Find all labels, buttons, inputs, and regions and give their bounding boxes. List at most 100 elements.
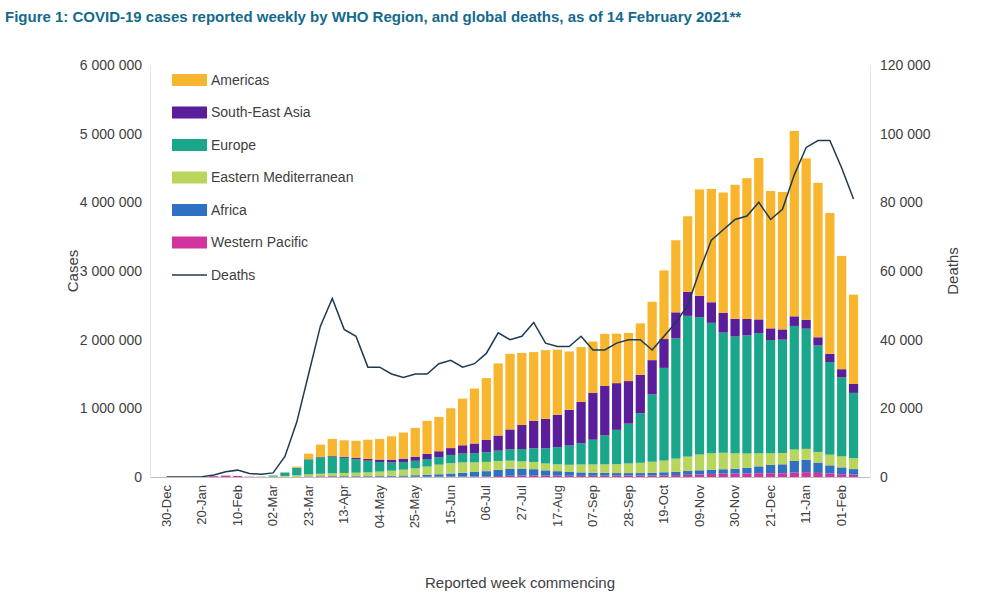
bar [730, 319, 739, 337]
bar [351, 458, 360, 459]
bar [624, 475, 633, 477]
bar [600, 464, 609, 473]
bar [576, 472, 585, 475]
bar [316, 445, 325, 457]
bar [541, 419, 550, 449]
bar [588, 473, 597, 476]
axis-line [151, 477, 871, 478]
bar [730, 185, 739, 319]
x-tick: 10-Feb [230, 485, 245, 526]
bar [588, 476, 597, 477]
bar [742, 319, 751, 335]
legend-label: Americas [211, 72, 269, 88]
bar [351, 441, 360, 458]
x-tick: 07-Sep [585, 485, 600, 527]
y-axis-tick: 5 000 000 [80, 126, 150, 142]
bar [375, 439, 384, 460]
bar [434, 417, 443, 451]
bar [363, 461, 372, 473]
bar [553, 350, 562, 415]
y2-axis-tick: 60 000 [870, 263, 923, 279]
bar [387, 436, 396, 459]
bar [837, 467, 846, 474]
legend-label: Deaths [211, 267, 255, 283]
bar [730, 469, 739, 474]
bar [565, 465, 574, 472]
chart-svg: Figure 1: COVID-19 cases reported weekly… [0, 0, 1000, 605]
bar [399, 470, 408, 476]
bar [328, 457, 337, 473]
bar [233, 475, 242, 476]
bar [719, 193, 728, 313]
bar [671, 338, 680, 458]
bar [505, 429, 514, 449]
bar [292, 475, 301, 476]
x-tick-label: 02-Mar [265, 484, 280, 526]
bar [411, 468, 420, 475]
bar [849, 469, 858, 474]
bar [411, 475, 420, 477]
bar [363, 472, 372, 476]
bar [648, 360, 657, 394]
bar [766, 465, 775, 473]
bar [671, 472, 680, 475]
x-tick-label: 23-Mar [301, 484, 316, 526]
y2-axis-tick: 100 000 [870, 126, 931, 142]
bar [422, 454, 431, 459]
bar [422, 459, 431, 467]
y2-axis-tick-label: 60 000 [880, 263, 923, 279]
bar [837, 369, 846, 377]
bar [280, 476, 289, 477]
bar [813, 463, 822, 473]
x-tick-label: 11-Jan [798, 485, 813, 524]
bar [482, 452, 491, 462]
bar [659, 475, 668, 477]
x-tick-label: 19-Oct [656, 485, 671, 524]
bar [399, 459, 408, 462]
bar [434, 474, 443, 476]
x-tick-label: 01-Feb [834, 485, 849, 526]
bar [695, 317, 704, 454]
bar [648, 475, 657, 477]
bar [257, 476, 266, 477]
bar [245, 476, 254, 477]
bar [802, 158, 811, 319]
x-tick: 13-Apr [336, 484, 351, 524]
bar [434, 451, 443, 457]
y-axis-title: Cases [64, 250, 81, 293]
bar [446, 473, 455, 476]
bar [754, 466, 763, 473]
legend-swatch [172, 107, 207, 119]
bar [458, 399, 467, 446]
bar [612, 473, 621, 475]
bar [553, 447, 562, 464]
x-tick: 27-Jul [514, 485, 529, 521]
bar [434, 465, 443, 475]
bar [233, 475, 242, 476]
bar [304, 474, 313, 476]
axis-line [150, 66, 151, 478]
legend-item: Deaths [172, 267, 255, 283]
bar [541, 463, 550, 470]
bar [411, 457, 420, 461]
bar [766, 328, 775, 340]
bar [553, 471, 562, 475]
y2-axis-tick-label: 80 000 [880, 194, 923, 210]
bar [399, 476, 408, 477]
bar [257, 476, 266, 477]
bar [588, 464, 597, 472]
bar [754, 158, 763, 319]
bar [648, 462, 657, 473]
bar [565, 446, 574, 465]
legend-item: Americas [172, 72, 269, 88]
bar [517, 353, 526, 425]
bar [375, 472, 384, 476]
bar [470, 453, 479, 462]
bar [683, 457, 692, 471]
bar [351, 459, 360, 472]
y-axis-tick-label: 3 000 000 [80, 263, 142, 279]
bar [742, 468, 751, 473]
bar [505, 469, 514, 476]
x-tick: 04-May [372, 485, 387, 529]
x-tick-label: 15-Jun [443, 485, 458, 525]
